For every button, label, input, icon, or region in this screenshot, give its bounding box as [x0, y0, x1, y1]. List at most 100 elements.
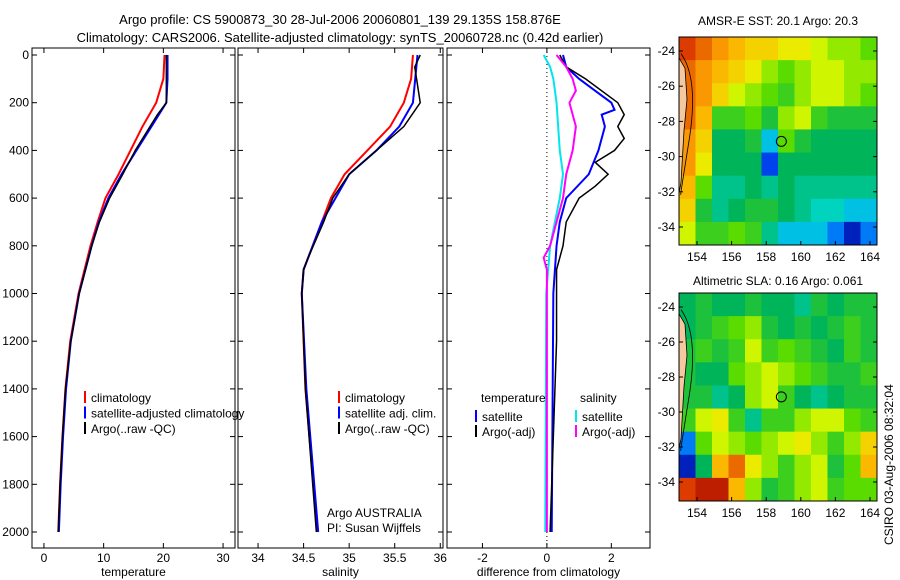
- heatmap-cell: [811, 198, 828, 223]
- heatmap-cell: [844, 106, 861, 130]
- legend-label: satellite adj. clim.: [345, 407, 436, 421]
- heatmap-cell: [811, 106, 828, 130]
- legend-label: satellite-adjusted climatology: [91, 407, 244, 421]
- x-tick-label: 10: [97, 551, 111, 565]
- x-tick-label: 2: [608, 551, 615, 565]
- heatmap-cell: [844, 339, 861, 363]
- heatmap-cell: [827, 454, 845, 479]
- legend-swatch: [338, 391, 340, 403]
- heatmap-cell: [811, 152, 828, 177]
- heatmap-cell: [712, 339, 729, 363]
- profile-panel-2: 34 34.5 35 35.5 36 salinity climatology satelli…: [237, 47, 447, 579]
- heatmap: [679, 37, 877, 245]
- heatmap-cell: [844, 221, 861, 245]
- heatmap-cell: [728, 293, 746, 317]
- heatmap-cell: [745, 175, 762, 200]
- heatmap-cell: [844, 175, 861, 200]
- heatmap-cell: [745, 362, 762, 386]
- heatmap-cell: [844, 316, 861, 340]
- x-tick-label: 162: [825, 506, 845, 520]
- y-tick-label: 0: [22, 48, 29, 62]
- heatmap-cell: [844, 385, 861, 410]
- heatmap-cell: [811, 339, 828, 363]
- legend-header: temperature: [481, 391, 546, 405]
- heatmap-cell: [695, 60, 713, 84]
- heatmap-cell: [761, 362, 779, 386]
- heatmap-cell: [827, 431, 845, 456]
- heatmap-cell: [844, 293, 861, 317]
- x-tick-label: 35.5: [383, 551, 407, 565]
- y-tick-label: -26: [658, 335, 676, 349]
- x-tick-label: 158: [756, 506, 776, 520]
- heatmap-cell: [712, 316, 729, 340]
- x-tick-label: 0: [41, 551, 48, 565]
- heatmap-cell: [761, 293, 779, 317]
- plot-frame: [446, 47, 651, 549]
- heatmap-cell: [844, 152, 861, 177]
- heatmap-cell: [695, 477, 713, 501]
- x-tick-label: 154: [687, 506, 707, 520]
- coastline-land: [679, 312, 688, 450]
- heatmap-cell: [860, 60, 877, 84]
- heatmap-cell: [712, 175, 729, 200]
- y-tick-label: -26: [658, 79, 676, 93]
- y-tick-label: -24: [658, 300, 676, 314]
- y-tick-label: 600: [9, 191, 29, 205]
- heatmap-cell: [827, 339, 845, 363]
- heatmap-cell: [794, 37, 812, 61]
- argo-float-marker: [775, 391, 787, 403]
- legend-label: climatology: [91, 391, 151, 405]
- heatmap-cell: [827, 385, 845, 410]
- heatmap-cell: [728, 454, 746, 479]
- heatmap-cell: [761, 221, 779, 245]
- heatmap-cell: [761, 408, 779, 433]
- y-tick-label: -30: [658, 405, 676, 419]
- y-tick-label: -32: [658, 440, 676, 454]
- heatmap-cell: [745, 385, 762, 410]
- heatmap-cell: [811, 408, 828, 433]
- heatmap-cell: [778, 221, 795, 245]
- x-tick-label: 30: [216, 551, 230, 565]
- x-tick-label: 156: [722, 506, 742, 520]
- heatmap-cell: [860, 477, 877, 501]
- heatmap-cell: [794, 454, 812, 479]
- heatmap-cell: [827, 316, 845, 340]
- heatmap-cell: [745, 316, 762, 340]
- x-tick-label: 156: [722, 250, 742, 264]
- heatmap-cell: [827, 175, 845, 200]
- legend-label: Argo(-adj): [482, 425, 535, 439]
- heatmap-cell: [745, 37, 762, 61]
- heatmap-cell: [860, 316, 877, 340]
- x-tick-label: 34: [251, 551, 265, 565]
- heatmap-cell: [794, 362, 812, 386]
- x-tick-label: 164: [860, 506, 880, 520]
- y-tick-label: 1600: [2, 430, 29, 444]
- heatmap-cell: [844, 408, 861, 433]
- map-panel-1: AMSR-E SST: 20.1 Argo: 20.3 154 156 158 160 1…: [658, 14, 881, 264]
- heatmap-cell: [778, 454, 795, 479]
- heatmap-cell: [844, 198, 861, 223]
- heatmap-cell: [745, 221, 762, 245]
- heatmap-cell: [844, 129, 861, 154]
- heatmap-cell: [745, 408, 762, 433]
- heatmap-cell: [761, 60, 779, 84]
- profile-panel-1: 0 10 20 30 0 200 400 600 800 1000 1200 1400 1600 1800…: [2, 47, 244, 579]
- heatmap-cell: [827, 293, 845, 317]
- y-tick-label: 1800: [2, 477, 29, 491]
- heatmap-cell: [695, 431, 713, 456]
- heatmap-cell: [860, 339, 877, 363]
- heatmap-cell: [679, 431, 696, 456]
- heatmap-cell: [745, 454, 762, 479]
- heatmap-cell: [712, 129, 729, 154]
- heatmap-cell: [811, 316, 828, 340]
- x-tick-label: 34.5: [292, 551, 316, 565]
- heatmap-cell: [712, 198, 729, 223]
- y-tick-label: -28: [658, 114, 676, 128]
- heatmap-cell: [778, 339, 795, 363]
- heatmap-cell: [761, 477, 779, 501]
- x-tick-label: 20: [157, 551, 171, 565]
- heatmap-cell: [794, 198, 812, 223]
- heatmap-cell: [811, 175, 828, 200]
- heatmap-cell: [728, 339, 746, 363]
- heatmap: [679, 293, 877, 501]
